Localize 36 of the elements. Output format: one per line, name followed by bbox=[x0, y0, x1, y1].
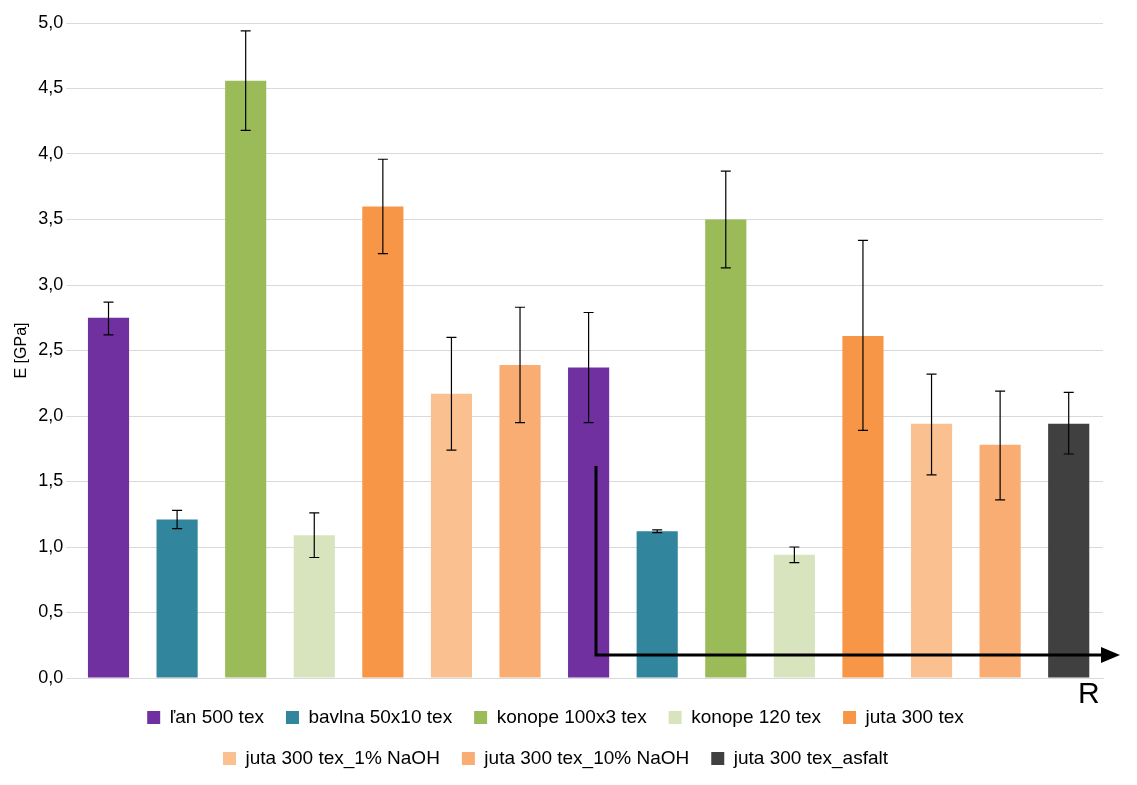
legend-label: juta 300 tex_10% NaOH bbox=[483, 746, 690, 769]
annotation: R bbox=[1078, 676, 1100, 710]
bar bbox=[636, 531, 678, 678]
bar bbox=[910, 423, 953, 678]
legend-label: juta 300 tex bbox=[864, 705, 965, 727]
y-tick-label: 4,5 bbox=[38, 77, 64, 98]
bar bbox=[842, 336, 884, 678]
bar bbox=[568, 367, 610, 678]
legend-label: juta 300 tex_1% NaOH bbox=[244, 746, 440, 769]
legend-label: konope 100x3 tex bbox=[496, 705, 648, 727]
y-tick-label: 0,0 bbox=[38, 666, 64, 687]
y-tick-label: 2,5 bbox=[38, 339, 64, 360]
bar bbox=[773, 554, 815, 678]
bar bbox=[362, 206, 404, 678]
bar bbox=[1048, 423, 1090, 678]
y-tick-label: 4,0 bbox=[38, 142, 64, 163]
legend-label: konope 120 tex bbox=[691, 705, 822, 727]
legend-label: bavlna 50x10 tex bbox=[308, 705, 453, 727]
y-tick-label: 2,0 bbox=[38, 404, 64, 425]
bar bbox=[87, 317, 130, 678]
bar bbox=[705, 219, 747, 678]
legend-label: juta 300 tex_asfalt bbox=[732, 746, 889, 769]
y-tick-label: 3,5 bbox=[38, 208, 64, 229]
bar bbox=[979, 444, 1021, 678]
y-tick-label: 1,0 bbox=[38, 535, 64, 556]
y-tick-label: 0,5 bbox=[38, 601, 64, 622]
bar bbox=[430, 393, 473, 678]
bar bbox=[225, 80, 267, 678]
bar bbox=[293, 535, 335, 678]
y-tick-label: 5,0 bbox=[38, 11, 64, 32]
bar bbox=[499, 364, 541, 678]
y-axis-title: E [GPa] bbox=[12, 322, 30, 379]
y-tick-label: 3,0 bbox=[38, 273, 64, 294]
y-tick-label: 1,5 bbox=[38, 470, 64, 491]
bar bbox=[156, 519, 198, 678]
legend-label: ľan 500 tex bbox=[169, 705, 265, 727]
